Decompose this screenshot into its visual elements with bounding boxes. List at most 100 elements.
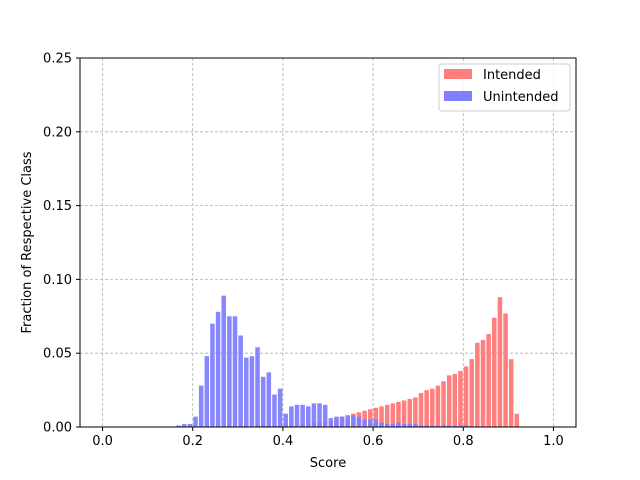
bar-unintended xyxy=(368,419,373,427)
bar-unintended xyxy=(182,424,187,427)
bar-unintended xyxy=(283,413,288,427)
bar-intended xyxy=(486,334,491,427)
bar-unintended xyxy=(311,403,317,427)
bar-intended xyxy=(407,398,412,427)
bar-unintended xyxy=(255,347,260,427)
bar-unintended xyxy=(418,425,424,427)
bar-unintended xyxy=(407,424,412,427)
bar-unintended xyxy=(289,406,294,427)
bar-unintended xyxy=(249,356,255,427)
bar-unintended xyxy=(176,425,181,427)
x-axis-label: Score xyxy=(310,456,346,471)
bar-unintended xyxy=(221,295,226,427)
bar-intended xyxy=(368,409,373,427)
bar-intended xyxy=(435,385,441,427)
bar-unintended xyxy=(401,424,407,427)
bar-intended xyxy=(508,359,514,427)
bar-intended xyxy=(441,381,446,427)
bar-unintended xyxy=(215,311,221,427)
bar-intended xyxy=(424,390,429,427)
bar-intended xyxy=(452,373,458,427)
bar-unintended xyxy=(272,394,277,427)
bar-unintended xyxy=(204,356,210,427)
bar-unintended xyxy=(238,335,243,427)
bar-intended xyxy=(396,401,401,427)
bar-intended xyxy=(503,313,508,427)
bar-unintended xyxy=(351,415,356,427)
bar-unintended xyxy=(379,422,384,427)
y-tick-label: 0.20 xyxy=(43,125,72,140)
x-tick-label: 0.8 xyxy=(453,434,474,449)
x-tick-label: 0.4 xyxy=(273,434,294,449)
bar-intended xyxy=(379,406,384,427)
bar-unintended xyxy=(277,388,283,427)
bar-unintended xyxy=(452,425,458,427)
bar-unintended xyxy=(373,419,379,427)
bar-unintended xyxy=(463,425,469,427)
bar-intended xyxy=(469,359,474,427)
bar-unintended xyxy=(362,419,367,427)
bars-unintended xyxy=(176,295,469,427)
bar-unintended xyxy=(232,316,238,427)
bar-intended xyxy=(430,388,435,427)
bar-unintended xyxy=(300,404,305,427)
bar-unintended xyxy=(260,376,266,427)
legend: Intended Unintended xyxy=(438,63,571,112)
bar-intended xyxy=(480,339,486,427)
bar-intended xyxy=(384,404,390,427)
bar-unintended xyxy=(334,416,339,427)
bar-unintended xyxy=(227,316,232,427)
legend-swatch-intended xyxy=(444,69,472,79)
y-tick-label: 0.25 xyxy=(43,52,72,67)
bar-unintended xyxy=(345,415,350,427)
bar-intended xyxy=(401,400,407,427)
y-ticks: 0.00 0.05 0.10 0.15 0.20 0.25 xyxy=(43,52,80,436)
bar-intended xyxy=(475,342,480,427)
bar-intended xyxy=(373,407,379,427)
bar-unintended xyxy=(266,372,272,427)
x-tick-label: 0.2 xyxy=(182,434,203,449)
bar-intended xyxy=(492,317,497,427)
bar-unintended xyxy=(458,425,463,427)
legend-label-intended: Intended xyxy=(483,68,541,83)
bar-unintended xyxy=(317,403,322,427)
y-tick-label: 0.10 xyxy=(43,273,72,288)
bar-unintended xyxy=(413,424,418,427)
bar-unintended xyxy=(446,425,452,427)
bar-intended xyxy=(446,375,452,427)
legend-swatch-unintended xyxy=(444,91,472,101)
bar-unintended xyxy=(441,425,446,427)
y-tick-label: 0.00 xyxy=(43,421,72,436)
bar-unintended xyxy=(424,425,429,427)
bar-unintended xyxy=(198,385,204,427)
bar-unintended xyxy=(339,416,345,427)
bar-unintended xyxy=(306,406,311,427)
bar-intended xyxy=(497,297,503,427)
y-tick-label: 0.15 xyxy=(43,199,72,214)
y-axis-label: Fraction of Respective Class xyxy=(20,151,35,333)
bar-unintended xyxy=(210,323,215,427)
bar-unintended xyxy=(193,416,198,427)
bar-intended xyxy=(514,413,520,427)
bar-intended xyxy=(418,393,424,427)
plot-frame xyxy=(79,57,577,428)
x-ticks: 0.0 0.2 0.4 0.6 0.8 1.0 xyxy=(92,427,564,449)
x-tick-label: 1.0 xyxy=(543,434,564,449)
legend-label-unintended: Unintended xyxy=(483,90,558,105)
bar-intended xyxy=(413,397,418,427)
bar-intended xyxy=(463,366,469,427)
bar-unintended xyxy=(356,416,362,427)
bar-unintended xyxy=(396,422,401,427)
bar-intended xyxy=(390,403,396,427)
bar-intended xyxy=(458,370,463,427)
y-tick-label: 0.05 xyxy=(43,347,72,362)
bar-unintended xyxy=(390,424,396,427)
bar-unintended xyxy=(322,404,328,427)
bar-unintended xyxy=(435,425,441,427)
bar-unintended xyxy=(430,425,435,427)
x-tick-label: 0.0 xyxy=(92,434,113,449)
bar-unintended xyxy=(328,418,334,427)
bar-unintended xyxy=(294,404,300,427)
bar-unintended xyxy=(244,357,249,427)
